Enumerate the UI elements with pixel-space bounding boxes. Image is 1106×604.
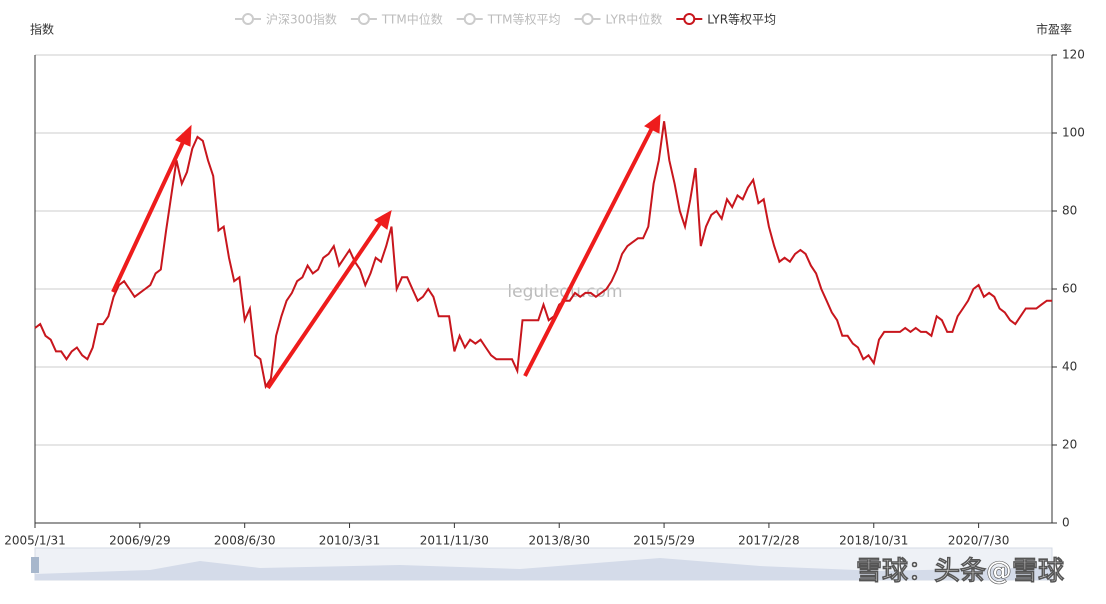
legend: 沪深300指数 TTM中位数 TTM等权平均 LYR中位数 LYR等权平均: [235, 12, 776, 27]
legend-marker: [242, 13, 254, 25]
y2-tick-label: 100: [1062, 126, 1085, 140]
data-zoom-handle[interactable]: [31, 557, 39, 573]
series-line: [34, 121, 1052, 390]
arrow: [523, 127, 654, 377]
watermark: legulegu.com: [507, 282, 622, 302]
arrow: [266, 220, 383, 390]
arrow: [111, 139, 186, 293]
x-tick-label: 2013/8/30: [528, 534, 590, 548]
arrow-head: [374, 210, 392, 230]
legend-marker: [683, 13, 696, 25]
legend-item[interactable]: LYR等权平均: [676, 13, 776, 27]
x-tick-label: 2008/6/30: [214, 534, 276, 548]
y2-tick-label: 0: [1062, 516, 1070, 530]
legend-item[interactable]: LYR中位数: [574, 12, 663, 27]
legend-marker: [463, 13, 476, 25]
legend-label: LYR中位数: [606, 12, 663, 27]
arrow-head: [175, 124, 192, 147]
watermark: 雪球：头条@雪球: [856, 557, 1065, 587]
y2-tick-label: 20: [1062, 438, 1077, 452]
legend-label: TTM等权平均: [487, 13, 561, 27]
legend-item[interactable]: 沪深300指数: [235, 12, 337, 27]
x-tick-label: 2020/7/30: [948, 534, 1010, 548]
x-tick-label: 2005/1/31: [4, 534, 66, 548]
legend-item[interactable]: TTM等权平均: [456, 13, 561, 27]
y2-axis-label: 市盈率: [1036, 22, 1072, 37]
y2-tick-label: 40: [1062, 360, 1077, 374]
y2-tick-label: 120: [1062, 48, 1085, 62]
annotation-arrows: [111, 113, 661, 390]
x-tick-label: 2010/3/31: [319, 534, 381, 548]
y2-tick-label: 60: [1062, 282, 1077, 296]
x-tick-label: 2018/10/31: [839, 534, 908, 548]
data-zoom-preview: [35, 558, 1052, 580]
legend-label: 沪深300指数: [266, 12, 337, 27]
legend-item[interactable]: TTM中位数: [350, 12, 443, 27]
x-tick-label: 2015/5/29: [633, 534, 695, 548]
legend-label: LYR等权平均: [707, 13, 776, 27]
x-tick-label: 2006/9/29: [109, 534, 171, 548]
y2-tick-label: 80: [1062, 204, 1077, 218]
legend-marker: [581, 13, 594, 25]
arrow-head: [644, 113, 661, 134]
x-tick-label: 2017/2/28: [738, 534, 800, 548]
y-axis-label: 指数: [30, 22, 54, 37]
legend-label: TTM中位数: [381, 12, 443, 27]
legend-marker: [357, 13, 370, 25]
x-tick-label: 2011/11/30: [420, 534, 489, 548]
